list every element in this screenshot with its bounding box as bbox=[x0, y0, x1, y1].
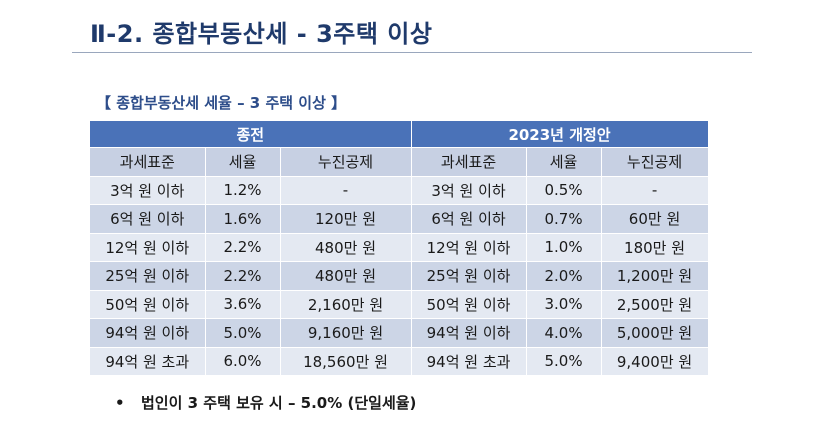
table-cell: - bbox=[280, 176, 412, 205]
table-cell: 94억 원 초과 bbox=[90, 347, 206, 376]
group-header-row: 종전 2023년 개정안 bbox=[90, 121, 709, 148]
table-cell: 50억 원 이하 bbox=[411, 290, 527, 319]
table-cell: 1.2% bbox=[205, 176, 281, 205]
table-row: 94억 원 이하 5.0% 9,160만 원 94억 원 이하 4.0% 5,0… bbox=[90, 318, 709, 348]
table-cell: 18,560만 원 bbox=[280, 347, 412, 376]
column-header: 과세표준 bbox=[90, 147, 206, 177]
table-cell: 50억 원 이하 bbox=[90, 290, 206, 319]
table-row: 25억 원 이하 2.2% 480만 원 25억 원 이하 2.0% 1,200… bbox=[90, 261, 709, 291]
table-cell: 2.2% bbox=[205, 261, 281, 291]
table-cell: 2.2% bbox=[205, 233, 281, 262]
table-cell: 6억 원 이하 bbox=[411, 204, 527, 234]
column-header: 세율 bbox=[205, 147, 281, 177]
page-title: Ⅱ-2. 종합부동산세 - 3주택 이상 bbox=[90, 20, 433, 48]
table-cell: 2.0% bbox=[526, 261, 602, 291]
corporate-rate-note: • 법인이 3 주택 보유 시 – 5.0% (단일세율) bbox=[115, 392, 416, 413]
table-cell: 5,000만 원 bbox=[601, 318, 709, 348]
table-cell: 9,160만 원 bbox=[280, 318, 412, 348]
note-text: 법인이 3 주택 보유 시 – 5.0% (단일세율) bbox=[141, 394, 417, 412]
table-cell: 480만 원 bbox=[280, 261, 412, 291]
tax-rate-table: 종전 2023년 개정안 과세표준 세율 누진공제 과세표준 세율 누진공제 3… bbox=[90, 121, 709, 376]
bullet-marker: • bbox=[115, 394, 125, 412]
group-header-revision: 2023년 개정안 bbox=[411, 121, 709, 148]
table-cell: 9,400만 원 bbox=[601, 347, 709, 376]
table-cell: 25억 원 이하 bbox=[90, 261, 206, 291]
table-cell: 0.7% bbox=[526, 204, 602, 234]
table-row: 94억 원 초과 6.0% 18,560만 원 94억 원 초과 5.0% 9,… bbox=[90, 347, 709, 376]
table-cell: 0.5% bbox=[526, 176, 602, 205]
table-row: 3억 원 이하 1.2% - 3억 원 이하 0.5% - bbox=[90, 176, 709, 205]
table-cell: 3억 원 이하 bbox=[411, 176, 527, 205]
table-row: 50억 원 이하 3.6% 2,160만 원 50억 원 이하 3.0% 2,5… bbox=[90, 290, 709, 319]
table-cell: 94억 원 이하 bbox=[90, 318, 206, 348]
table-cell: 12억 원 이하 bbox=[90, 233, 206, 262]
column-header: 세율 bbox=[526, 147, 602, 177]
column-header: 과세표준 bbox=[411, 147, 527, 177]
title-divider bbox=[72, 52, 752, 53]
table-cell: 25억 원 이하 bbox=[411, 261, 527, 291]
table-cell: 1.6% bbox=[205, 204, 281, 234]
table-cell: 3.6% bbox=[205, 290, 281, 319]
table-cell: 180만 원 bbox=[601, 233, 709, 262]
table-cell: - bbox=[601, 176, 709, 205]
table-cell: 94억 원 이하 bbox=[411, 318, 527, 348]
table-cell: 2,500만 원 bbox=[601, 290, 709, 319]
table-cell: 5.0% bbox=[526, 347, 602, 376]
table-cell: 120만 원 bbox=[280, 204, 412, 234]
table-caption: 【 종합부동산세 세율 – 3 주택 이상 】 bbox=[96, 94, 347, 112]
table-cell: 1.0% bbox=[526, 233, 602, 262]
table-cell: 60만 원 bbox=[601, 204, 709, 234]
column-header: 누진공제 bbox=[280, 147, 412, 177]
table-cell: 480만 원 bbox=[280, 233, 412, 262]
table-cell: 2,160만 원 bbox=[280, 290, 412, 319]
table-cell: 1,200만 원 bbox=[601, 261, 709, 291]
table-cell: 94억 원 초과 bbox=[411, 347, 527, 376]
table-row: 12억 원 이하 2.2% 480만 원 12억 원 이하 1.0% 180만 … bbox=[90, 233, 709, 262]
table-cell: 12억 원 이하 bbox=[411, 233, 527, 262]
table-cell: 5.0% bbox=[205, 318, 281, 348]
table-cell: 3억 원 이하 bbox=[90, 176, 206, 205]
table-cell: 4.0% bbox=[526, 318, 602, 348]
column-header: 누진공제 bbox=[601, 147, 709, 177]
group-header-previous: 종전 bbox=[90, 121, 412, 148]
table-row: 6억 원 이하 1.6% 120만 원 6억 원 이하 0.7% 60만 원 bbox=[90, 204, 709, 234]
table-cell: 6억 원 이하 bbox=[90, 204, 206, 234]
column-header-row: 과세표준 세율 누진공제 과세표준 세율 누진공제 bbox=[90, 147, 709, 177]
table-cell: 3.0% bbox=[526, 290, 602, 319]
table-cell: 6.0% bbox=[205, 347, 281, 376]
